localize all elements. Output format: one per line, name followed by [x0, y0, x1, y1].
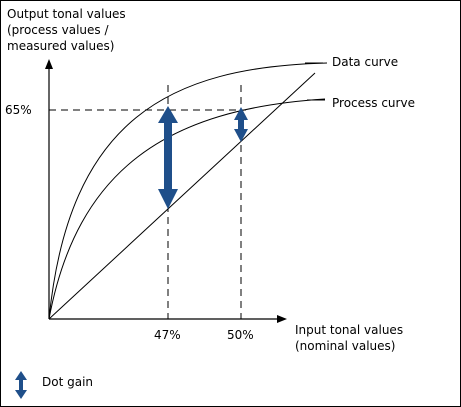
x-axis-label-line-2: (nominal values)	[295, 339, 395, 353]
dot-gain-arrow-47	[158, 106, 178, 209]
x-marker-50: 50%	[227, 328, 254, 342]
legend-dot-gain-icon	[15, 371, 27, 399]
data-curve	[48, 62, 328, 320]
y-axis-label-line-2: (process values /	[7, 23, 109, 37]
x-axis-label-line-1: Input tonal values	[295, 323, 403, 337]
y-axis-label-line-1: Output tonal values	[7, 7, 126, 21]
x-marker-47: 47%	[154, 328, 181, 342]
linear-reference-line	[48, 72, 316, 320]
y-axis-label-line-3: measured values)	[7, 39, 114, 53]
process-curve	[48, 98, 326, 320]
y-marker-65: 65%	[5, 103, 32, 117]
dot-gain-arrow-50	[234, 107, 248, 142]
data-curve-label: Data curve	[332, 55, 398, 69]
x-axis-arrowhead	[277, 315, 287, 323]
y-axis-arrowhead	[45, 59, 53, 69]
legend-dot-gain-label: Dot gain	[42, 375, 93, 389]
process-curve-label: Process curve	[332, 96, 415, 110]
